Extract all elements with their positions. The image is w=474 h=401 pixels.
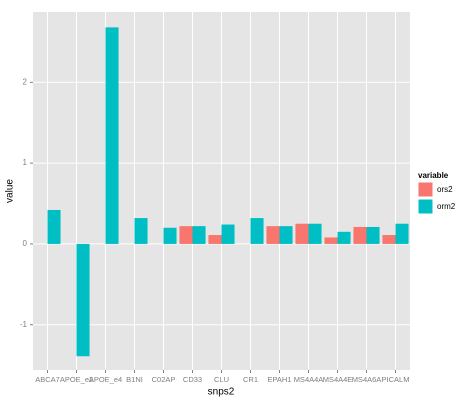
x-tick-label: B1NI	[126, 375, 143, 384]
bar	[382, 235, 396, 244]
y-tick-label: 0	[23, 239, 28, 248]
x-tick-label: PICALM	[382, 375, 410, 384]
bar	[221, 224, 235, 244]
legend-title: variable	[418, 171, 449, 180]
x-tick-label: C02AP	[152, 375, 176, 384]
bar	[163, 227, 177, 244]
bar	[105, 27, 119, 244]
y-tick-label: 2	[23, 77, 28, 86]
bar	[353, 226, 367, 244]
x-tick-label: CLU	[214, 375, 229, 384]
bar	[266, 226, 280, 244]
bar	[308, 223, 322, 244]
legend-label: ors2	[437, 185, 453, 194]
bar	[47, 209, 61, 244]
bar	[76, 243, 90, 357]
x-tick-label: CD33	[183, 375, 202, 384]
bar	[279, 226, 293, 244]
bar	[192, 226, 206, 244]
x-tick-label: APOE_e4	[89, 375, 122, 384]
bar	[295, 223, 309, 244]
bar	[395, 223, 409, 244]
bar	[366, 226, 380, 244]
bar	[324, 237, 338, 244]
y-tick-label: 1	[23, 158, 28, 167]
x-tick-label: APOE_e2	[60, 375, 93, 384]
bar	[134, 218, 148, 244]
x-tick-label: CR1	[243, 375, 258, 384]
y-tick-label: -1	[20, 320, 28, 329]
legend-label: orm2	[437, 202, 456, 211]
x-tick-label: MS4A4A	[294, 375, 324, 384]
x-tick-label: MS4A6A	[352, 375, 382, 384]
x-axis-title: snps2	[208, 387, 235, 398]
x-tick-label: EPAH1	[267, 375, 291, 384]
bar	[337, 231, 351, 244]
x-tick-label: ABCA7	[35, 375, 60, 384]
legend-key	[417, 198, 434, 215]
x-tick-label: MS4A4E	[323, 375, 353, 384]
y-axis-title: value	[5, 179, 16, 203]
bar	[208, 235, 222, 244]
bar	[179, 226, 193, 244]
bar	[250, 218, 264, 244]
legend-key	[417, 181, 434, 198]
